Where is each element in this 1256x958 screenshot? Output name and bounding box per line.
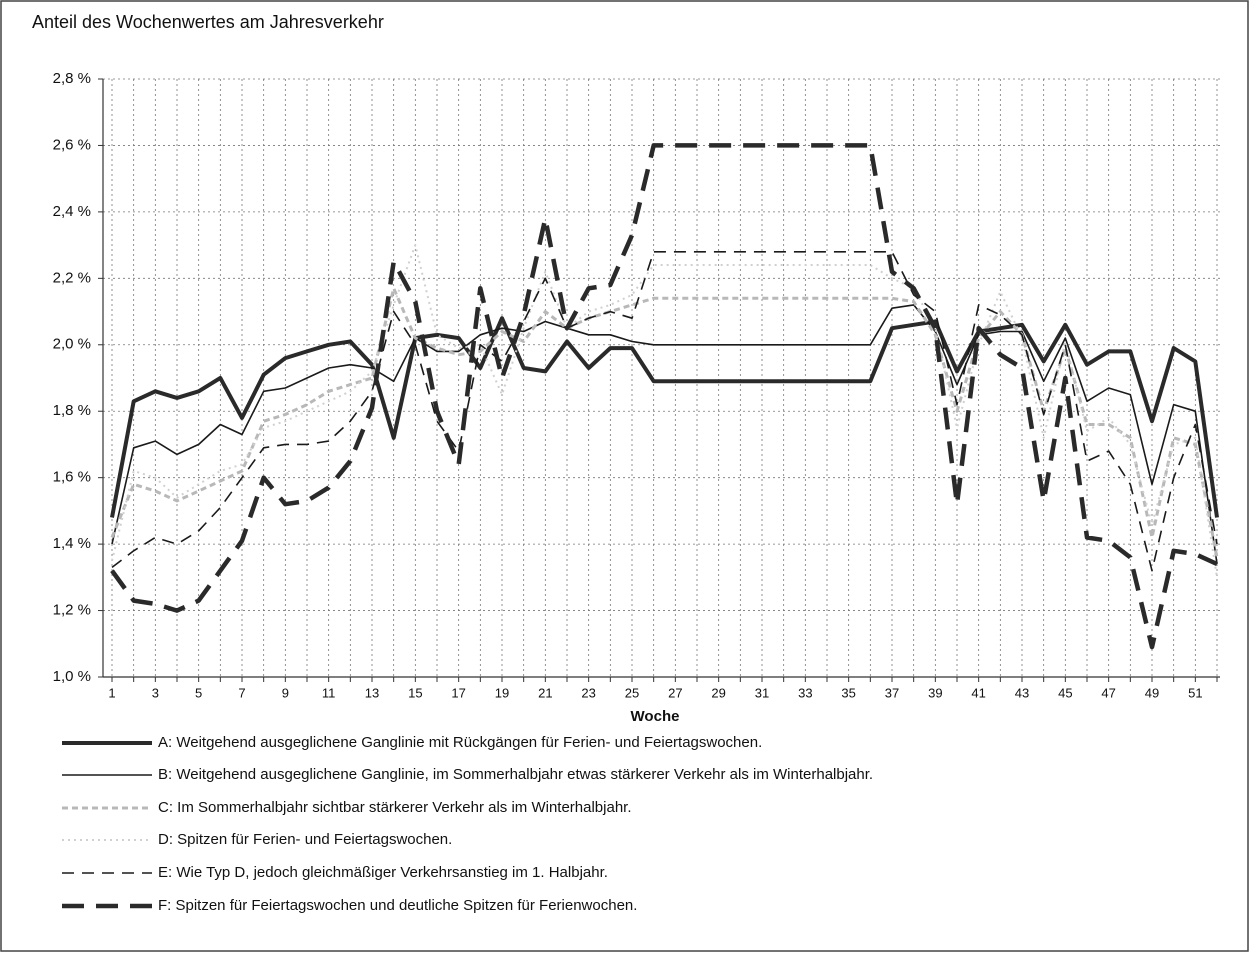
x-tick-label: 51 bbox=[1188, 685, 1202, 700]
x-tick-label: 3 bbox=[152, 685, 159, 700]
chart-title: Anteil des Wochenwertes am Jahresverkehr bbox=[32, 12, 384, 32]
x-tick-label: 41 bbox=[971, 685, 985, 700]
series-line bbox=[111, 304, 1218, 565]
x-tick-label: 1 bbox=[108, 685, 115, 700]
y-tick-label: 2,0 % bbox=[53, 336, 91, 353]
x-tick-label: 11 bbox=[322, 685, 336, 700]
y-tick-label: 1,0 % bbox=[53, 668, 91, 685]
y-tick-label: 1,4 % bbox=[53, 535, 91, 552]
x-tick-label: 33 bbox=[798, 685, 812, 700]
x-tick-label: 9 bbox=[282, 685, 289, 700]
x-tick-label: 23 bbox=[581, 685, 595, 700]
x-tick-label: 15 bbox=[408, 685, 422, 700]
x-tick-label: 35 bbox=[841, 685, 855, 700]
x-tick-label: 5 bbox=[195, 685, 202, 700]
legend-label: A: Weitgehend ausgeglichene Ganglinie mi… bbox=[158, 734, 762, 751]
y-tick-label: 2,8 % bbox=[53, 70, 91, 87]
legend-label: E: Wie Typ D, jedoch gleichmäßiger Verke… bbox=[158, 864, 608, 881]
x-tick-label: 27 bbox=[668, 685, 682, 700]
y-tick-label: 1,8 % bbox=[53, 402, 91, 419]
legend-label: F: Spitzen für Feiertagswochen und deutl… bbox=[158, 897, 637, 914]
x-tick-label: 13 bbox=[365, 685, 379, 700]
y-tick-label: 2,6 % bbox=[53, 136, 91, 153]
x-axis-label: Woche bbox=[631, 708, 680, 725]
legend-label: B: Weitgehend ausgeglichene Ganglinie, i… bbox=[158, 766, 873, 783]
legend-label: D: Spitzen für Ferien- und Feiertagswoch… bbox=[158, 831, 452, 848]
x-tick-label: 7 bbox=[238, 685, 245, 700]
x-tick-label: 47 bbox=[1101, 685, 1115, 700]
x-tick-label: 45 bbox=[1058, 685, 1072, 700]
series-line bbox=[111, 244, 1218, 578]
x-tick-label: 17 bbox=[451, 685, 465, 700]
y-tick-label: 1,6 % bbox=[53, 469, 91, 486]
x-tick-label: 37 bbox=[885, 685, 899, 700]
legend-label: C: Im Sommerhalbjahr sichtbar stärkerer … bbox=[158, 799, 632, 816]
y-tick-label: 2,2 % bbox=[53, 269, 91, 286]
series-line bbox=[111, 251, 1218, 572]
y-tick-label: 2,4 % bbox=[53, 203, 91, 220]
series-line bbox=[110, 316, 1219, 518]
series-line bbox=[110, 143, 1218, 650]
x-tick-label: 49 bbox=[1145, 685, 1159, 700]
x-tick-label: 21 bbox=[538, 685, 552, 700]
x-tick-label: 31 bbox=[755, 685, 769, 700]
x-tick-label: 39 bbox=[928, 685, 942, 700]
y-tick-label: 1,2 % bbox=[53, 602, 91, 619]
x-tick-label: 25 bbox=[625, 685, 639, 700]
x-tick-label: 43 bbox=[1015, 685, 1029, 700]
x-tick-label: 19 bbox=[495, 685, 509, 700]
x-tick-label: 29 bbox=[711, 685, 725, 700]
